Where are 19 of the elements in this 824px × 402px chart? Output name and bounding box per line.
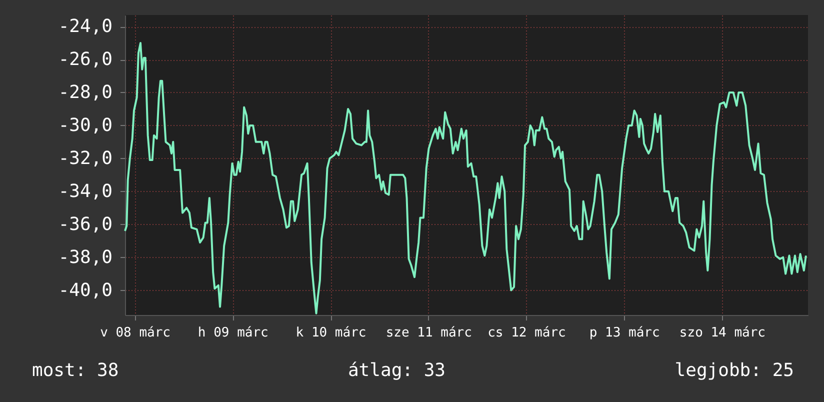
- x-tick-label: v 08 márc: [100, 326, 171, 340]
- y-tick-label: -40,0: [58, 280, 112, 301]
- y-tick-label: -38,0: [58, 246, 112, 268]
- text: legjobb: 25: [674, 360, 794, 381]
- text: most: 38: [32, 360, 119, 381]
- y-tick-label: -36,0: [58, 214, 112, 235]
- y-tick-label: -30,0: [58, 114, 112, 136]
- y-tick-label: -28,0: [58, 82, 112, 103]
- y-tick-label: -26,0: [58, 49, 112, 70]
- y-tick-label: -32,0: [58, 148, 112, 169]
- y-tick-label: -24,0: [58, 16, 112, 38]
- x-tick-label: cs 12 márc: [488, 326, 566, 340]
- x-tick-label: sze 11 márc: [386, 326, 472, 340]
- x-tick-label: h 09 márc: [198, 326, 268, 340]
- x-tick-label: k 10 márc: [296, 326, 366, 340]
- x-tick-label: szo 14 márc: [679, 326, 766, 340]
- x-tick-label: p 13 márc: [589, 326, 660, 340]
- text: átlag: 33: [348, 360, 446, 381]
- y-tick-label: -34,0: [58, 180, 112, 202]
